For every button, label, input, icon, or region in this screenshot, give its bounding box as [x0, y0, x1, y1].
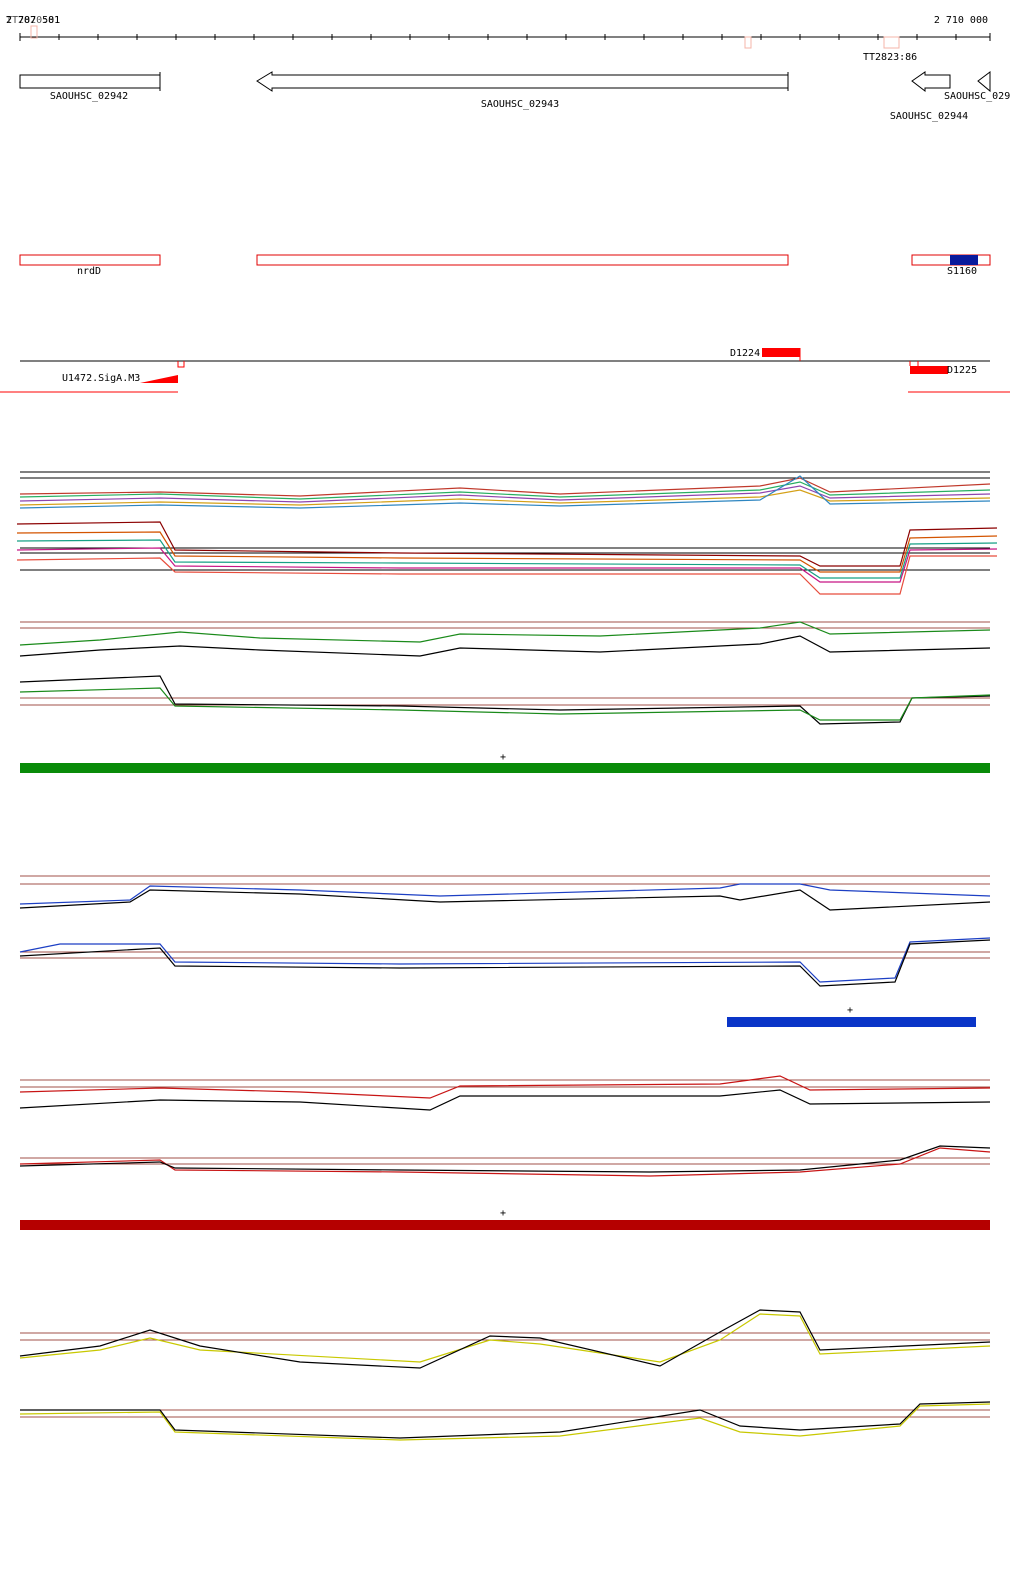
strand-mark: + — [847, 1005, 853, 1016]
signal-line — [19, 621, 991, 646]
gene-label: SAOUHSC_02942 — [50, 91, 128, 102]
signal-line — [19, 883, 991, 905]
condition-bar — [20, 1220, 990, 1230]
site-label: D1225 — [947, 365, 977, 376]
gene-label: SAOUHSC_029 — [944, 91, 1010, 102]
condition-bar — [20, 763, 990, 773]
region-label: nrdD — [77, 266, 101, 277]
tt-label: TT2823:86 — [863, 52, 917, 63]
signal-line — [19, 937, 991, 983]
signal-line — [19, 939, 991, 987]
sample-line — [16, 555, 997, 595]
signal-line — [19, 675, 991, 725]
sample-line — [19, 481, 991, 500]
condition-track: + — [19, 875, 991, 1027]
sample-line — [16, 521, 998, 567]
promoter — [140, 375, 178, 383]
condition-bar — [727, 1017, 976, 1027]
gene-arrow — [911, 71, 951, 93]
condition-track — [19, 1309, 991, 1441]
gene — [19, 74, 161, 89]
sample-line — [16, 539, 998, 579]
gene-arrow — [256, 71, 789, 92]
signal-line — [19, 1075, 991, 1099]
threshold-line — [20, 875, 990, 959]
sample-line — [16, 531, 998, 573]
ruler-start-label: 2 707 501 — [6, 15, 60, 26]
tt-marker — [30, 25, 38, 39]
threshold-line — [20, 1332, 990, 1418]
region-label: S1160 — [947, 266, 977, 277]
gene-track — [19, 71, 991, 93]
signal-line — [19, 1147, 991, 1177]
gene-label: SAOUHSC_02943 — [481, 99, 559, 110]
ruler-ticks — [19, 33, 991, 41]
region-highlight — [950, 255, 978, 265]
gene-label: SAOUHSC_02944 — [890, 111, 968, 122]
site-tick — [909, 361, 919, 366]
sample-line — [19, 475, 991, 509]
site — [910, 366, 948, 374]
signal-line — [19, 889, 991, 911]
signal-line — [20, 1401, 991, 1439]
condition-track: + — [19, 1075, 991, 1230]
tt-marker — [744, 36, 752, 49]
gene-arrow — [977, 71, 991, 93]
region-track — [19, 254, 991, 266]
region — [19, 254, 161, 266]
reference-line — [20, 471, 990, 571]
ruler-end-label: 2 710 000 — [934, 15, 988, 26]
sample-line — [16, 547, 998, 583]
signal-line — [19, 1309, 991, 1369]
site-label: D1224 — [730, 348, 760, 359]
signal-line — [19, 635, 991, 657]
threshold-line — [20, 621, 990, 706]
sample-line — [19, 477, 991, 497]
threshold-line — [20, 1079, 990, 1165]
tt-label: TT2820:81 — [6, 15, 60, 26]
signal-line — [19, 1089, 991, 1111]
signal-line — [19, 1403, 991, 1441]
site — [762, 348, 800, 357]
region — [256, 254, 789, 266]
condition-track: + — [19, 621, 991, 773]
strand-mark: + — [500, 752, 506, 763]
sample-line — [19, 489, 991, 506]
expression-track — [16, 471, 998, 595]
promoter-tick — [177, 361, 185, 368]
tt-marker — [883, 36, 900, 49]
site-label: U1472.SigA.M3 — [62, 373, 140, 384]
signal-line — [19, 1313, 991, 1363]
signal-line — [19, 1145, 991, 1173]
ruler — [19, 33, 991, 41]
strand-mark: + — [500, 1208, 506, 1219]
signal-line — [19, 687, 991, 721]
